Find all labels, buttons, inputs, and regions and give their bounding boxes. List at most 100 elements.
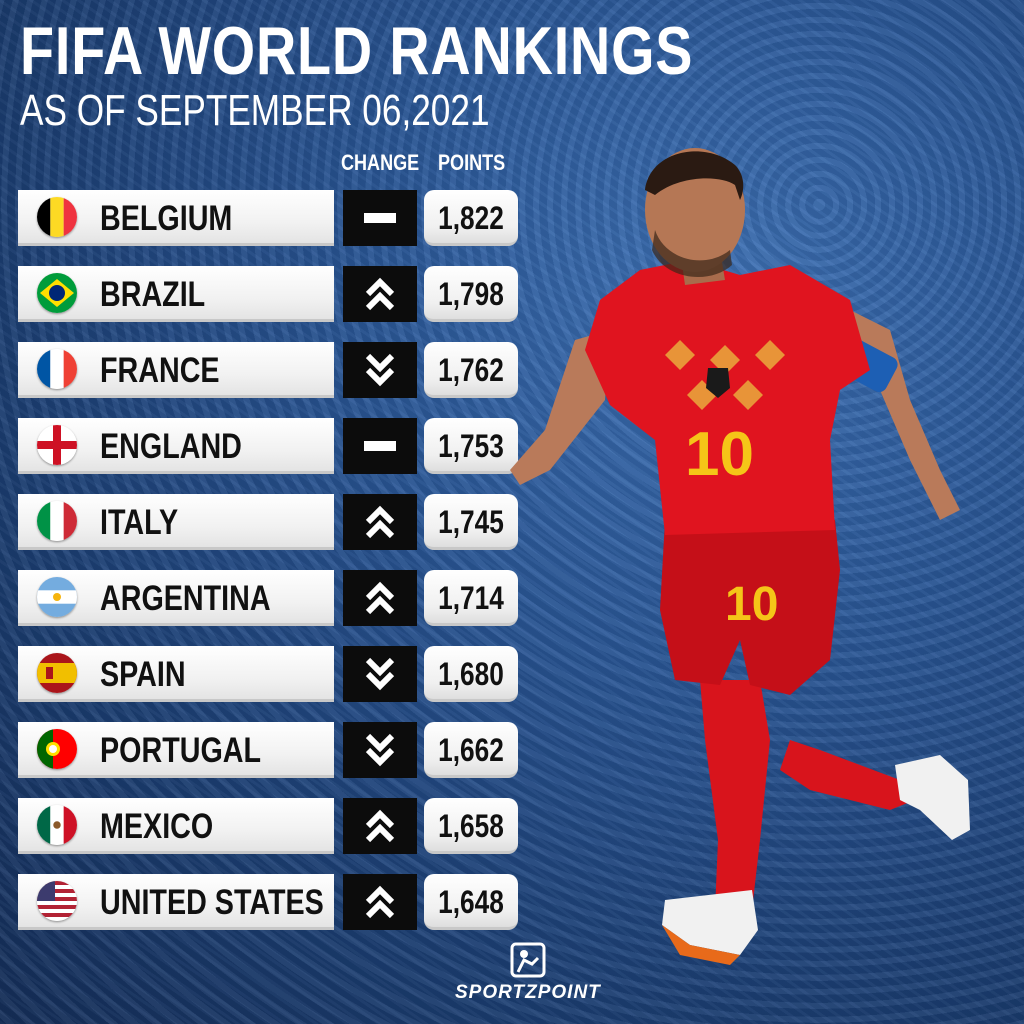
points-value: 1,822 (438, 200, 504, 236)
points-value: 1,662 (438, 732, 504, 768)
change-indicator (343, 190, 417, 246)
france-flag-icon (37, 349, 77, 389)
points-value: 1,745 (438, 504, 504, 540)
player-back-boot (895, 755, 970, 840)
no-change-icon (364, 441, 396, 451)
country-name: BRAZIL (100, 275, 206, 314)
country-box: BELGIUM (18, 190, 334, 246)
points-box: 1,822 (424, 190, 518, 246)
change-indicator (343, 646, 417, 702)
points-value: 1,798 (438, 276, 504, 312)
arrow-up-icon (365, 277, 395, 311)
player-back-leg (780, 740, 915, 810)
country-box: UNITED STATES (18, 874, 334, 930)
points-box: 1,662 (424, 722, 518, 778)
country-name: PORTUGAL (100, 731, 262, 770)
player-jersey (585, 260, 870, 535)
player-shirt-number: 10 (685, 420, 754, 489)
country-box: PORTUGAL (18, 722, 334, 778)
mexico-flag-icon (37, 805, 77, 845)
arrow-down-icon (365, 657, 395, 691)
points-value: 1,680 (438, 656, 504, 692)
points-box: 1,798 (424, 266, 518, 322)
jersey-pattern (665, 340, 785, 410)
arrow-up-icon (365, 809, 395, 843)
arrow-down-icon (365, 353, 395, 387)
no-change-icon (364, 213, 396, 223)
player-beard (652, 230, 732, 277)
change-indicator (343, 494, 417, 550)
country-box: BRAZIL (18, 266, 334, 322)
country-name: ARGENTINA (100, 579, 271, 618)
ranking-row: UNITED STATES 1,648 (18, 874, 518, 930)
points-box: 1,680 (424, 646, 518, 702)
argentina-flag-icon (37, 577, 77, 617)
change-indicator (343, 874, 417, 930)
page-subtitle: AS OF SEPTEMBER 06,2021 (20, 86, 490, 135)
football-player-illustration: 10 10 (510, 148, 970, 965)
portugal-flag-icon (37, 729, 77, 769)
points-box: 1,745 (424, 494, 518, 550)
points-value: 1,753 (438, 428, 504, 464)
country-box: MEXICO (18, 798, 334, 854)
change-column-header: CHANGE (341, 150, 420, 175)
arrow-up-icon (365, 885, 395, 919)
player-front-leg (700, 680, 770, 910)
brand-name: SPORTZPOINT (455, 982, 601, 1003)
jersey-crest (706, 368, 730, 398)
points-box: 1,714 (424, 570, 518, 626)
italy-flag-icon (37, 501, 77, 541)
country-name: FRANCE (100, 351, 220, 390)
england-flag-icon (37, 425, 77, 465)
change-indicator (343, 722, 417, 778)
change-indicator (343, 570, 417, 626)
player-shorts (660, 520, 840, 695)
points-box: 1,762 (424, 342, 518, 398)
usa-flag-icon (37, 881, 77, 921)
spain-flag-icon (37, 653, 77, 693)
player-shorts-number: 10 (725, 578, 778, 631)
brazil-flag-icon (37, 273, 77, 313)
country-box: ARGENTINA (18, 570, 334, 626)
points-box: 1,658 (424, 798, 518, 854)
country-name: UNITED STATES (100, 883, 324, 922)
change-indicator (343, 798, 417, 854)
ranking-row: ENGLAND 1,753 (18, 418, 518, 474)
ranking-row: BRAZIL 1,798 (18, 266, 518, 322)
change-indicator (343, 266, 417, 322)
points-value: 1,762 (438, 352, 504, 388)
arrow-up-icon (365, 505, 395, 539)
player-hair (645, 151, 744, 200)
player-left-arm (510, 330, 610, 485)
page-title: FIFA WORLD RANKINGS (20, 13, 694, 89)
points-value: 1,648 (438, 884, 504, 920)
change-indicator (343, 342, 417, 398)
ranking-row: SPAIN 1,680 (18, 646, 518, 702)
country-name: BELGIUM (100, 199, 233, 238)
country-box: ITALY (18, 494, 334, 550)
points-box: 1,648 (424, 874, 518, 930)
player-right-arm (850, 310, 960, 520)
player-front-boot (662, 890, 758, 955)
sportzpoint-logo-icon (510, 942, 546, 978)
ranking-row: PORTUGAL 1,662 (18, 722, 518, 778)
points-column-header: POINTS (438, 150, 506, 175)
arrow-up-icon (365, 581, 395, 615)
ranking-row: ARGENTINA 1,714 (18, 570, 518, 626)
points-box: 1,753 (424, 418, 518, 474)
ranking-row: MEXICO 1,658 (18, 798, 518, 854)
points-value: 1,714 (438, 580, 504, 616)
player-boot-sole (662, 925, 740, 965)
country-name: SPAIN (100, 655, 186, 694)
change-indicator (343, 418, 417, 474)
ranking-row: BELGIUM 1,822 (18, 190, 518, 246)
ranking-row: FRANCE 1,762 (18, 342, 518, 398)
ranking-row: ITALY 1,745 (18, 494, 518, 550)
country-name: ITALY (100, 503, 179, 542)
country-box: FRANCE (18, 342, 334, 398)
country-name: MEXICO (100, 807, 214, 846)
country-box: ENGLAND (18, 418, 334, 474)
country-name: ENGLAND (100, 427, 242, 466)
belgium-flag-icon (37, 197, 77, 237)
country-box: SPAIN (18, 646, 334, 702)
